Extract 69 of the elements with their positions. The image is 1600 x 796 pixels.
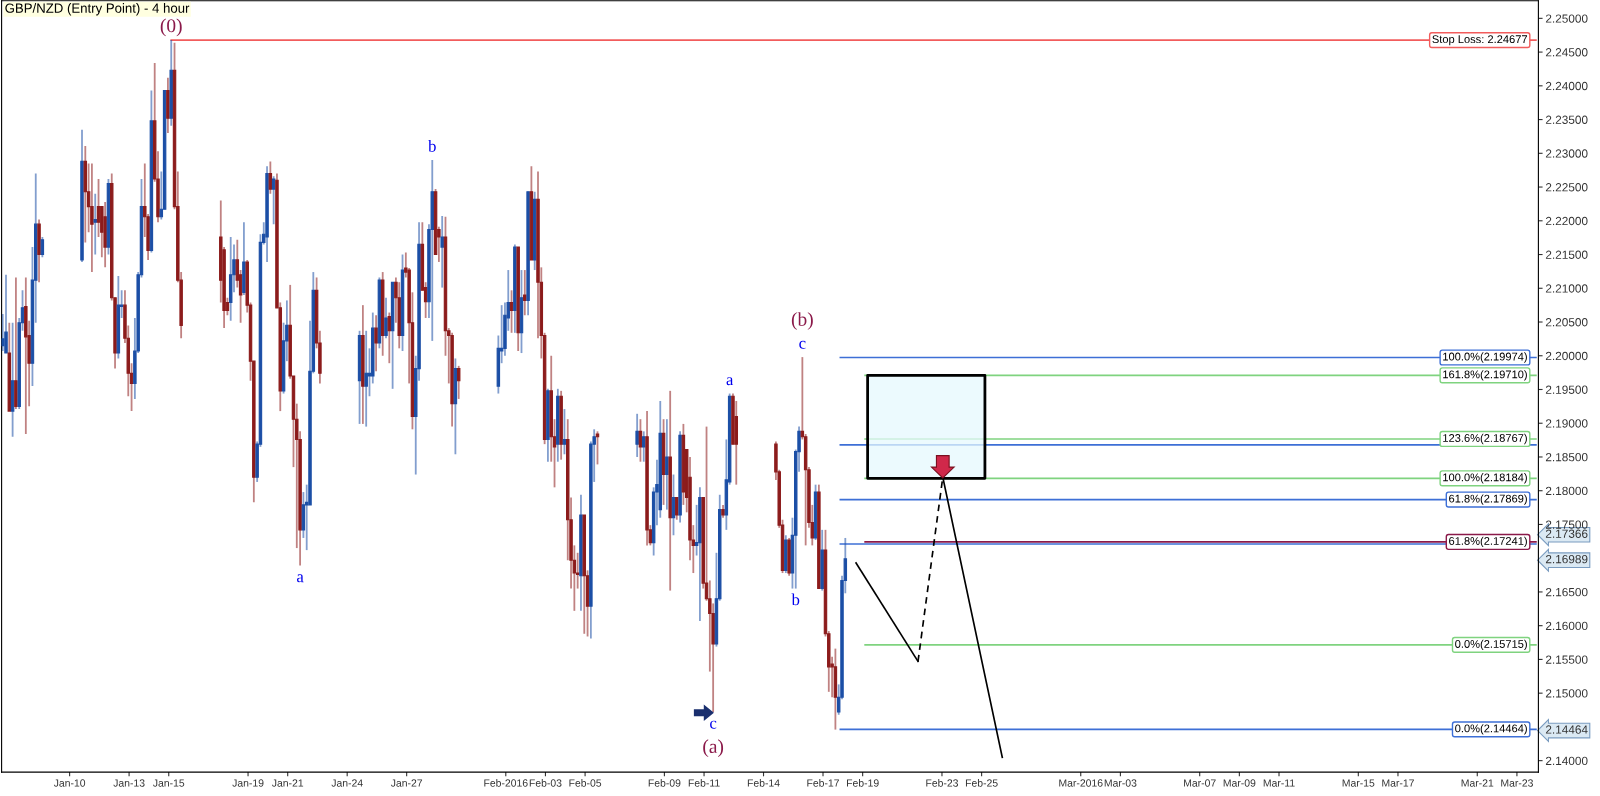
annotation: 123.6%(2.18767) [1443, 433, 1527, 445]
annotation: b [428, 140, 436, 152]
y-tick-label: 2.22000 [1545, 216, 1588, 226]
annotation: a [726, 377, 734, 386]
x-tick-label: Mar-2016 [1059, 779, 1103, 787]
x-tick-label: Mar-03 [1104, 779, 1137, 787]
x-tick-label: Mar-21 [1461, 779, 1494, 787]
annotation: Stop Loss: 2.24677 [1432, 35, 1528, 46]
y-tick-label: 2.23500 [1545, 115, 1588, 124]
annotation: 61.8%(2.17869) [1449, 494, 1527, 505]
x-tick-label: Mar-15 [1342, 779, 1375, 787]
y-tick-label: 2.25000 [1545, 14, 1588, 23]
y-tick-label: 2.17500 [1545, 520, 1588, 529]
annotation: (0) [160, 18, 182, 37]
x-tick-label: Mar-11 [1263, 779, 1295, 787]
y-tick-label: 2.15000 [1545, 689, 1588, 698]
annotation: (b) [791, 312, 813, 330]
x-tick-label: Mar-07 [1184, 779, 1216, 787]
y-tick-label: 2.19000 [1545, 419, 1588, 428]
y-tick-label: 2.14464 [1545, 725, 1588, 734]
x-tick-label: Feb-17 [807, 779, 839, 787]
annotation: 100.0%(2.19974) [1443, 352, 1527, 363]
x-tick-label: Mar-23 [1501, 779, 1533, 787]
y-tick-label: 2.16989 [1545, 554, 1588, 564]
annotation: c [710, 720, 717, 729]
y-tick-label: 2.15500 [1545, 655, 1588, 664]
x-tick-label: Jan-19 [232, 779, 264, 787]
y-tick-label: 2.17366 [1545, 529, 1588, 538]
y-tick-label: 2.16500 [1545, 587, 1588, 597]
x-tick-label: Jan-10 [53, 779, 86, 787]
y-tick-label: 2.24500 [1545, 48, 1588, 57]
y-tick-label: 2.21000 [1545, 284, 1588, 293]
y-tick-label: 2.21500 [1545, 250, 1588, 259]
annotation: 161.8%(2.19710) [1443, 370, 1527, 381]
x-tick-label: Feb-11 [688, 779, 720, 787]
annotation: 0.0%(2.14464) [1455, 724, 1527, 735]
x-tick-label: Feb-2016 [484, 779, 528, 787]
annotation: 100.0%(2.18184) [1443, 473, 1527, 484]
y-tick-label: 2.20000 [1545, 351, 1588, 361]
annotation: c [799, 340, 806, 349]
x-tick-label: Jan-24 [331, 779, 363, 787]
y-tick-label: 2.22500 [1545, 183, 1588, 192]
annotation: b [791, 593, 800, 606]
annotation: a [296, 574, 304, 583]
x-tick-label: Mar-09 [1223, 779, 1256, 787]
x-tick-label: Jan-13 [113, 779, 145, 787]
x-tick-label: Feb-09 [648, 779, 681, 787]
y-tick-label: 2.18000 [1545, 486, 1588, 496]
y-tick-label: 2.19500 [1545, 385, 1588, 394]
y-tick-label: 2.14000 [1545, 756, 1588, 766]
x-tick-label: Mar-17 [1382, 779, 1414, 787]
y-tick-label: 2.20500 [1545, 318, 1588, 327]
y-tick-label: 2.18500 [1545, 453, 1588, 462]
x-tick-label: Jan-27 [390, 779, 423, 787]
x-tick-label: Jan-15 [152, 779, 185, 787]
annotation: (a) [703, 739, 724, 757]
x-tick-label: Feb-23 [926, 779, 959, 787]
x-tick-label: Jan-21 [271, 779, 304, 787]
x-tick-label: Feb-05 [569, 779, 602, 787]
y-tick-label: 2.23000 [1545, 149, 1588, 158]
annotation: 0.0%(2.15715) [1455, 639, 1527, 651]
x-tick-label: Feb-25 [965, 779, 998, 787]
y-tick-label: 2.16000 [1545, 621, 1588, 631]
x-tick-label: Feb-03 [529, 779, 562, 787]
annotation: 61.8%(2.17241) [1449, 536, 1527, 548]
y-tick-label: 2.24000 [1545, 81, 1588, 91]
chart-title: GBP/NZD (Entry Point) - 4 hour [5, 3, 190, 16]
x-tick-label: Feb-14 [747, 779, 780, 787]
x-tick-label: Feb-19 [847, 779, 879, 787]
